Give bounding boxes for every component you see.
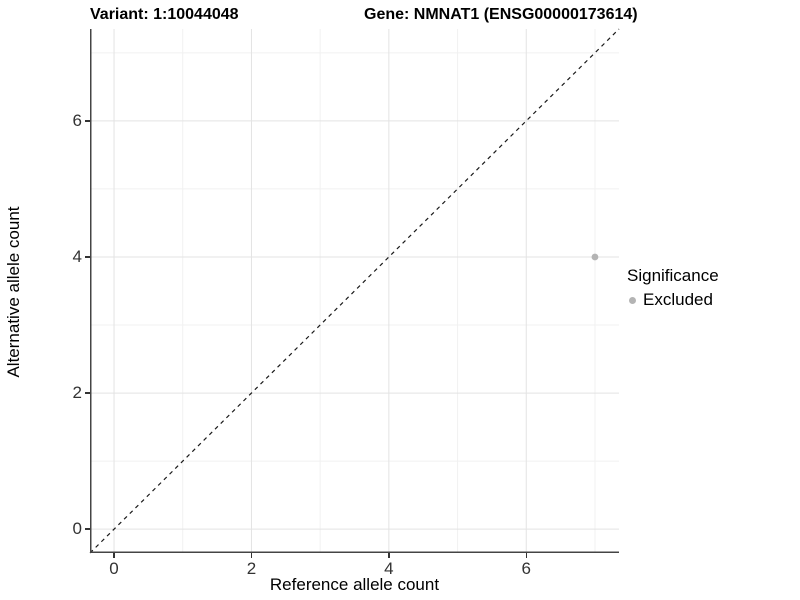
x-tick-mark [250, 553, 253, 558]
x-tick-label: 0 [109, 559, 119, 578]
y-tick-label: 6 [72, 110, 82, 130]
y-tick-label: 0 [72, 519, 82, 539]
legend-title: Significance [627, 266, 719, 285]
x-tick-mark [388, 553, 390, 558]
y-tick-mark [85, 256, 90, 258]
y-axis-title: Alternative allele count [4, 206, 23, 378]
identity-line [89, 28, 620, 554]
x-tick-label: 6 [521, 559, 531, 578]
y-tick-mark [85, 528, 90, 530]
y-tick-mark [85, 120, 90, 122]
x-tick-mark [525, 553, 527, 558]
gene-title: Gene: NMNAT1 (ENSG00000173614) [364, 6, 638, 23]
legend-point-icon [629, 296, 636, 304]
legend: Significance Excluded [627, 266, 719, 310]
legend-item-label: Excluded [643, 290, 713, 309]
plot-svg [89, 28, 620, 554]
legend-item-excluded: Excluded [627, 290, 719, 310]
y-tick-mark [85, 392, 90, 394]
plot-panel [89, 28, 620, 554]
x-axis-title: Reference allele count [269, 575, 440, 594]
x-tick-label: 4 [384, 559, 394, 578]
y-tick-label: 2 [72, 383, 82, 403]
y-tick-label: 4 [72, 246, 82, 266]
variant-title: Variant: 1:10044048 [90, 6, 239, 23]
x-tick-label: 2 [246, 559, 257, 578]
x-tick-mark [113, 553, 115, 558]
data-point [591, 253, 599, 261]
